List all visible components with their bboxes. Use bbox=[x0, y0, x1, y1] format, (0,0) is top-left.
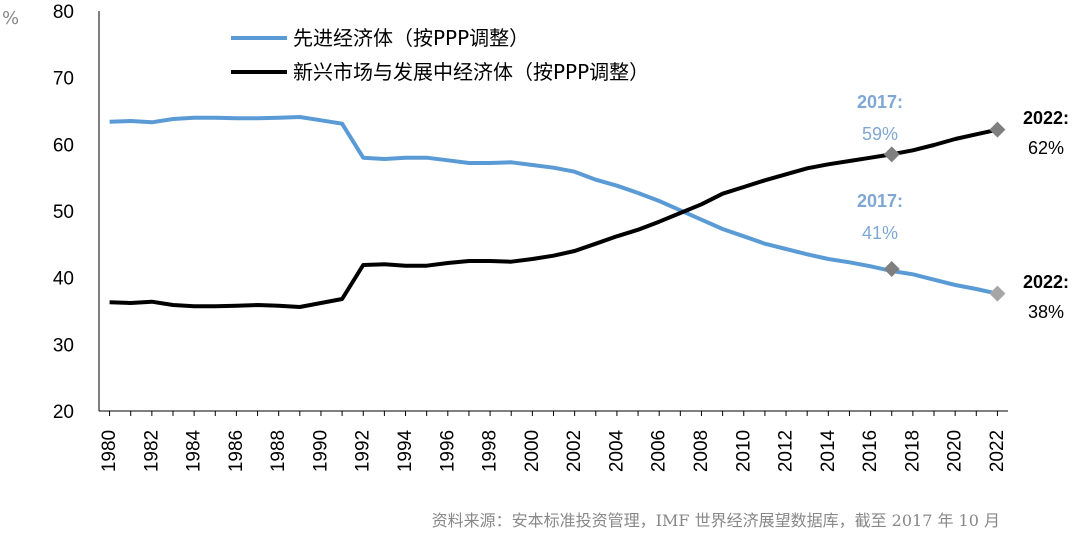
source-note: 资料来源：安本标准投资管理，IMF 世界经济展望数据库，截至 2017 年 10… bbox=[432, 511, 1000, 530]
y-tick-label: 80 bbox=[53, 2, 74, 23]
x-tick-label: 2016 bbox=[860, 430, 881, 472]
y-tick-label: 40 bbox=[53, 269, 74, 290]
x-tick-label: 1992 bbox=[353, 430, 374, 472]
annotation-year-2: 2022: bbox=[1023, 108, 1069, 128]
annotation-value-0: 59% bbox=[862, 124, 898, 144]
legend-label-1: 新兴市场与发展中经济体（按PPP调整） bbox=[293, 60, 649, 84]
x-axis: 1980 1982 1984 1986 1988 1990 1992 1994 1996 1998… bbox=[99, 410, 1008, 472]
x-tick-label: 1980 bbox=[99, 430, 120, 472]
y-tick-label: 60 bbox=[53, 135, 74, 156]
y-axis-label: % bbox=[2, 8, 19, 29]
x-tick-label: 2002 bbox=[564, 430, 585, 472]
x-tick-label: 1994 bbox=[395, 429, 416, 472]
annotation-year-3: 2022: bbox=[1023, 272, 1069, 292]
y-tick-label: 30 bbox=[53, 335, 74, 356]
annotation-marker-3 bbox=[989, 285, 1006, 302]
series-line-1 bbox=[109, 127, 998, 309]
legend: 先进经济体（按PPP调整） 新兴市场与发展中经济体（按PPP调整） bbox=[231, 26, 649, 84]
x-tick-label: 1982 bbox=[141, 430, 162, 472]
annotation-value-3: 38% bbox=[1028, 302, 1064, 322]
annotation-value-2: 62% bbox=[1028, 138, 1064, 158]
annotation-marker-2 bbox=[989, 121, 1006, 138]
annotations: 2017: 59% 2017: 41% 2022: 62% 2022: 38% bbox=[857, 92, 1069, 322]
x-tick-label: 2012 bbox=[776, 430, 797, 472]
x-tick-label: 1996 bbox=[437, 430, 458, 472]
annotation-value-1: 41% bbox=[862, 223, 898, 243]
x-tick-label: 1986 bbox=[226, 430, 247, 472]
x-tick-label: 1984 bbox=[184, 429, 205, 472]
series-lines bbox=[109, 115, 998, 309]
x-tick-label: 2010 bbox=[733, 430, 754, 472]
y-axis: 20 30 40 50 60 70 80 bbox=[53, 2, 100, 423]
annotation-marker-1 bbox=[883, 261, 900, 277]
x-tick-label: 1998 bbox=[480, 430, 501, 472]
x-tick-label: 2022 bbox=[987, 430, 1008, 472]
x-tick-label: 2008 bbox=[691, 430, 712, 472]
annotation-year-0: 2017: bbox=[857, 92, 903, 112]
x-tick-label: 2018 bbox=[902, 430, 923, 472]
x-tick-label: 1988 bbox=[268, 430, 289, 472]
x-tick-label: 2004 bbox=[606, 429, 627, 472]
y-tick-label: 70 bbox=[53, 69, 74, 90]
x-tick-label: 2006 bbox=[649, 430, 670, 472]
y-tick-label: 20 bbox=[53, 402, 74, 423]
x-tick-label: 2000 bbox=[522, 430, 543, 472]
x-tick-label: 2014 bbox=[818, 429, 839, 472]
x-tick-label: 2020 bbox=[945, 430, 966, 472]
annotation-year-1: 2017: bbox=[857, 191, 903, 211]
legend-label-0: 先进经济体（按PPP调整） bbox=[293, 26, 529, 50]
y-tick-label: 50 bbox=[53, 202, 74, 223]
series-line-0 bbox=[109, 115, 998, 296]
annotation-marker-0 bbox=[883, 146, 900, 163]
x-tick-label: 1990 bbox=[310, 430, 331, 472]
